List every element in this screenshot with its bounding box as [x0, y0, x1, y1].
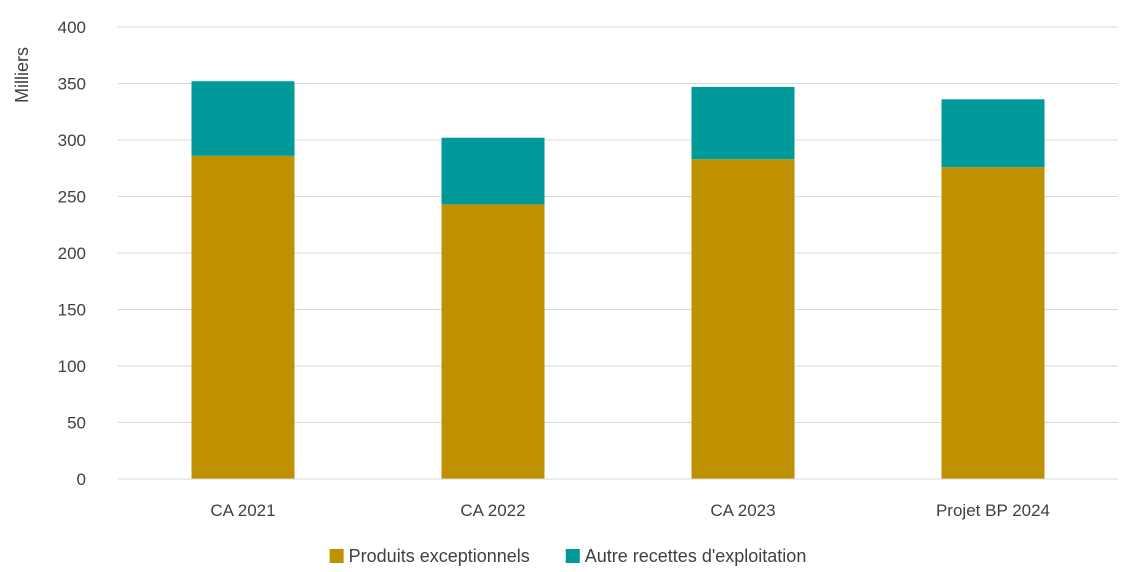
x-axis-ticks: CA 2021 CA 2022 CA 2023 Projet BP 2024	[210, 501, 1050, 520]
x-tick-label: CA 2022	[460, 501, 525, 520]
y-tick-label: 250	[58, 188, 86, 207]
y-tick-label: 100	[58, 357, 86, 376]
bars	[191, 81, 1045, 479]
y-tick-label: 50	[67, 414, 86, 433]
y-tick-label: 300	[58, 131, 86, 150]
y-tick-label: 350	[58, 75, 86, 94]
legend-item: Autre recettes d'exploitation	[565, 546, 807, 566]
y-tick-label: 400	[58, 18, 86, 37]
y-tick-label: 0	[77, 470, 86, 489]
legend-swatch	[329, 549, 344, 563]
bar-segment	[941, 167, 1045, 479]
legend-item: Produits exceptionnels	[329, 546, 530, 566]
bar-segment	[691, 86, 795, 160]
y-tick-label: 200	[58, 244, 86, 263]
legend-label: Produits exceptionnels	[349, 546, 530, 566]
bar-segment	[691, 159, 795, 479]
legend-label: Autre recettes d'exploitation	[585, 546, 807, 566]
y-tick-label: 150	[58, 301, 86, 320]
x-tick-label: CA 2021	[210, 501, 275, 520]
y-axis-title: Milliers	[12, 47, 32, 103]
bar-segment	[441, 204, 545, 479]
bar-segment	[441, 137, 545, 205]
y-axis-ticks: 0 50 100 150 200 250 300 350 400	[58, 18, 86, 489]
x-tick-label: CA 2023	[710, 501, 775, 520]
bar-segment	[941, 99, 1045, 168]
bar-segment	[191, 81, 295, 156]
bar-segment	[191, 155, 295, 479]
legend: Produits exceptionnels Autre recettes d'e…	[329, 546, 807, 566]
x-tick-label: Projet BP 2024	[936, 501, 1050, 520]
legend-swatch	[565, 549, 580, 563]
